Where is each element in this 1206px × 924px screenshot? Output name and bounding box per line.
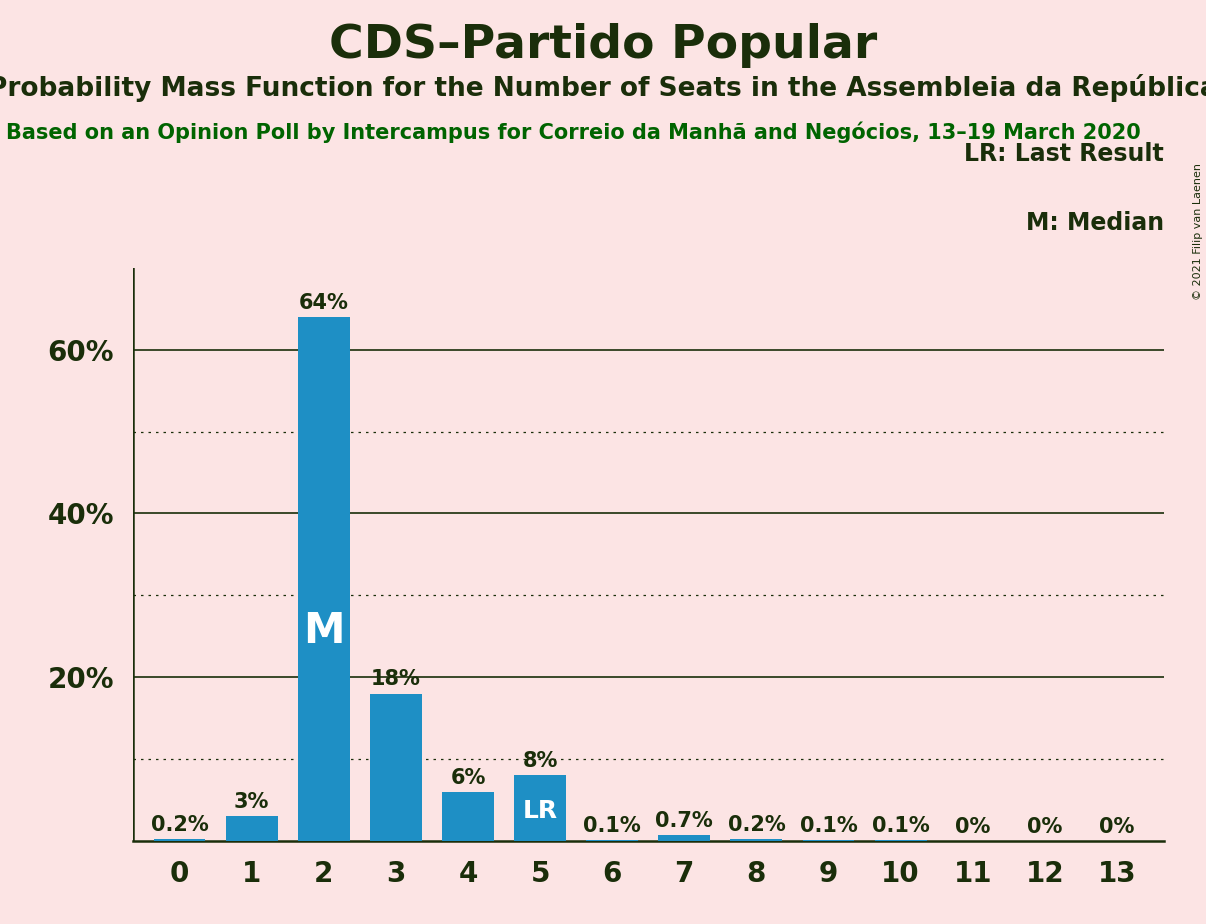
Bar xyxy=(658,835,710,841)
Bar xyxy=(731,839,783,841)
Text: LR: Last Result: LR: Last Result xyxy=(964,142,1164,166)
Bar xyxy=(298,317,350,841)
Text: LR: LR xyxy=(522,799,557,823)
Text: 0.7%: 0.7% xyxy=(655,811,713,831)
Text: 8%: 8% xyxy=(522,751,557,772)
Bar xyxy=(226,816,277,841)
Text: Based on an Opinion Poll by Intercampus for Correio da Manhã and Negócios, 13–19: Based on an Opinion Poll by Intercampus … xyxy=(6,122,1141,143)
Text: 3%: 3% xyxy=(234,792,269,812)
Text: 0.1%: 0.1% xyxy=(872,816,930,836)
Text: 0%: 0% xyxy=(1099,817,1135,837)
Text: M: Median: M: Median xyxy=(1025,211,1164,235)
Bar xyxy=(153,839,205,841)
Bar xyxy=(514,775,566,841)
Text: 64%: 64% xyxy=(299,293,349,313)
Text: M: M xyxy=(303,611,345,652)
Bar xyxy=(441,792,494,841)
Text: 0.1%: 0.1% xyxy=(800,816,857,836)
Text: CDS–Partido Popular: CDS–Partido Popular xyxy=(329,23,877,68)
Text: 18%: 18% xyxy=(371,669,421,689)
Text: 6%: 6% xyxy=(450,768,486,787)
Text: 0%: 0% xyxy=(1028,817,1062,837)
Text: © 2021 Filip van Laenen: © 2021 Filip van Laenen xyxy=(1193,163,1202,299)
Text: 0%: 0% xyxy=(955,817,990,837)
Text: 0.1%: 0.1% xyxy=(584,816,642,836)
Text: 0.2%: 0.2% xyxy=(727,815,785,835)
Text: Probability Mass Function for the Number of Seats in the Assembleia da República: Probability Mass Function for the Number… xyxy=(0,74,1206,102)
Bar xyxy=(370,694,422,841)
Text: 0.2%: 0.2% xyxy=(151,815,209,835)
